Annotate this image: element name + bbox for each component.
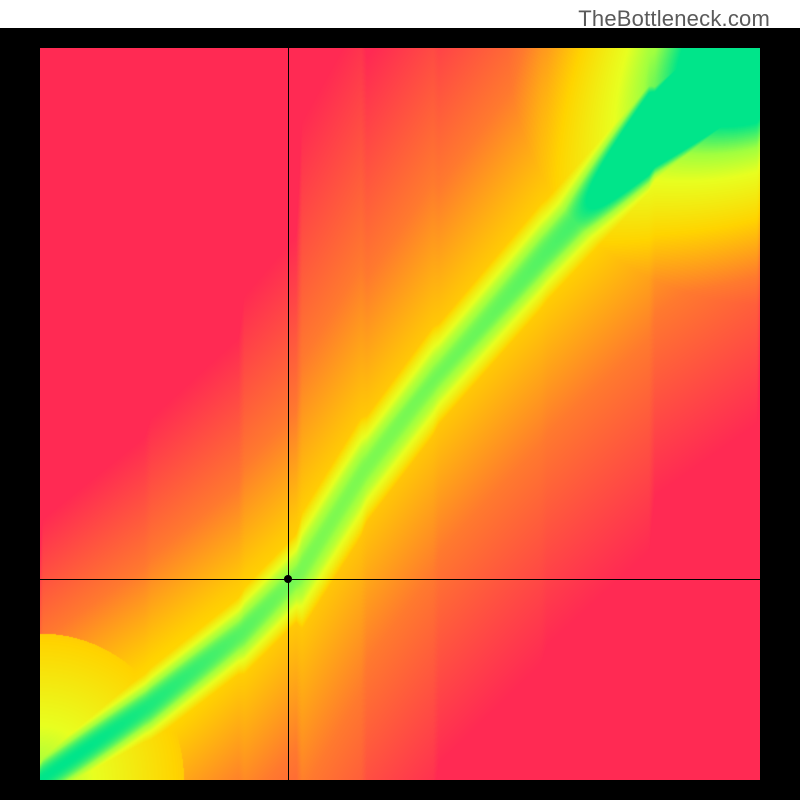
crosshair-vertical-line	[288, 48, 289, 780]
heatmap-plot-area	[40, 48, 760, 780]
crosshair-horizontal-line	[40, 579, 760, 580]
root-container: TheBottleneck.com	[0, 0, 800, 800]
heatmap-canvas	[40, 48, 760, 780]
chart-outer-frame	[0, 28, 800, 800]
watermark-text: TheBottleneck.com	[578, 6, 770, 32]
